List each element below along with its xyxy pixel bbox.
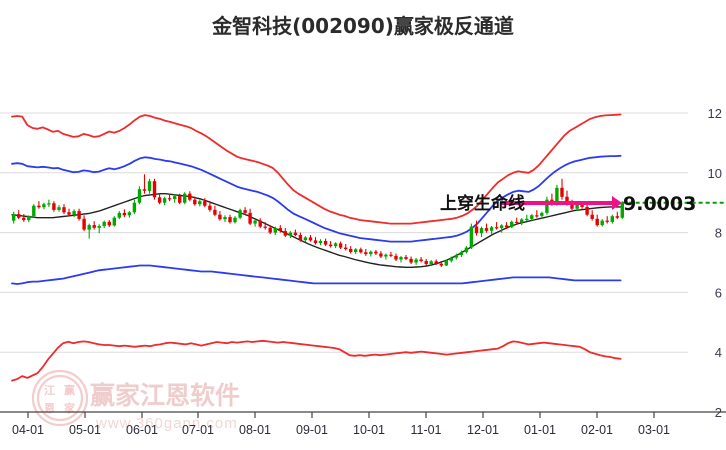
svg-text:04-01: 04-01 <box>12 423 44 437</box>
svg-text:09-01: 09-01 <box>296 423 328 437</box>
svg-text:赢: 赢 <box>64 383 75 397</box>
svg-text:江: 江 <box>44 383 55 397</box>
x-axis-labels: 04-01 05-01 06-01 07-01 08-01 09-01 10-01 11-01… <box>12 423 670 437</box>
candlestick-series <box>12 174 624 267</box>
svg-text:06-01: 06-01 <box>126 423 158 437</box>
last-price-label: 9.0003 <box>623 193 696 215</box>
svg-text:10-01: 10-01 <box>353 423 385 437</box>
svg-text:12-01: 12-01 <box>467 423 499 437</box>
svg-text:www.360gann.com: www.360gann.com <box>95 415 238 432</box>
channel-bands <box>11 113 622 382</box>
svg-text:03-01: 03-01 <box>638 423 670 437</box>
svg-text:05-01: 05-01 <box>69 423 101 437</box>
svg-text:家: 家 <box>64 401 76 415</box>
svg-text:恩: 恩 <box>44 402 55 415</box>
annotation-cross-lifeline: 上穿生命线 <box>440 193 525 214</box>
svg-text:6: 6 <box>715 285 722 300</box>
svg-text:10: 10 <box>708 166 722 181</box>
svg-text:8: 8 <box>715 226 722 241</box>
svg-text:08-01: 08-01 <box>239 423 271 437</box>
y-axis-labels: 12 10 8 6 4 2 <box>708 106 722 420</box>
page-title: 金智科技(002090)赢家极反通道 <box>212 14 514 38</box>
svg-text:07-01: 07-01 <box>182 423 214 437</box>
axes <box>0 411 726 418</box>
svg-text:01-01: 01-01 <box>524 423 556 437</box>
svg-text:02-01: 02-01 <box>581 423 613 437</box>
price-arrow-marker <box>500 196 622 210</box>
svg-text:4: 4 <box>715 345 722 360</box>
watermark: 江赢恩家赢家江恩软件 www.360gann.com <box>31 369 240 432</box>
svg-text:赢家江恩软件: 赢家江恩软件 <box>90 381 240 410</box>
svg-text:12: 12 <box>708 106 722 121</box>
svg-text:2: 2 <box>715 405 722 420</box>
svg-text:11-01: 11-01 <box>410 423 441 437</box>
gridlines <box>0 112 688 413</box>
